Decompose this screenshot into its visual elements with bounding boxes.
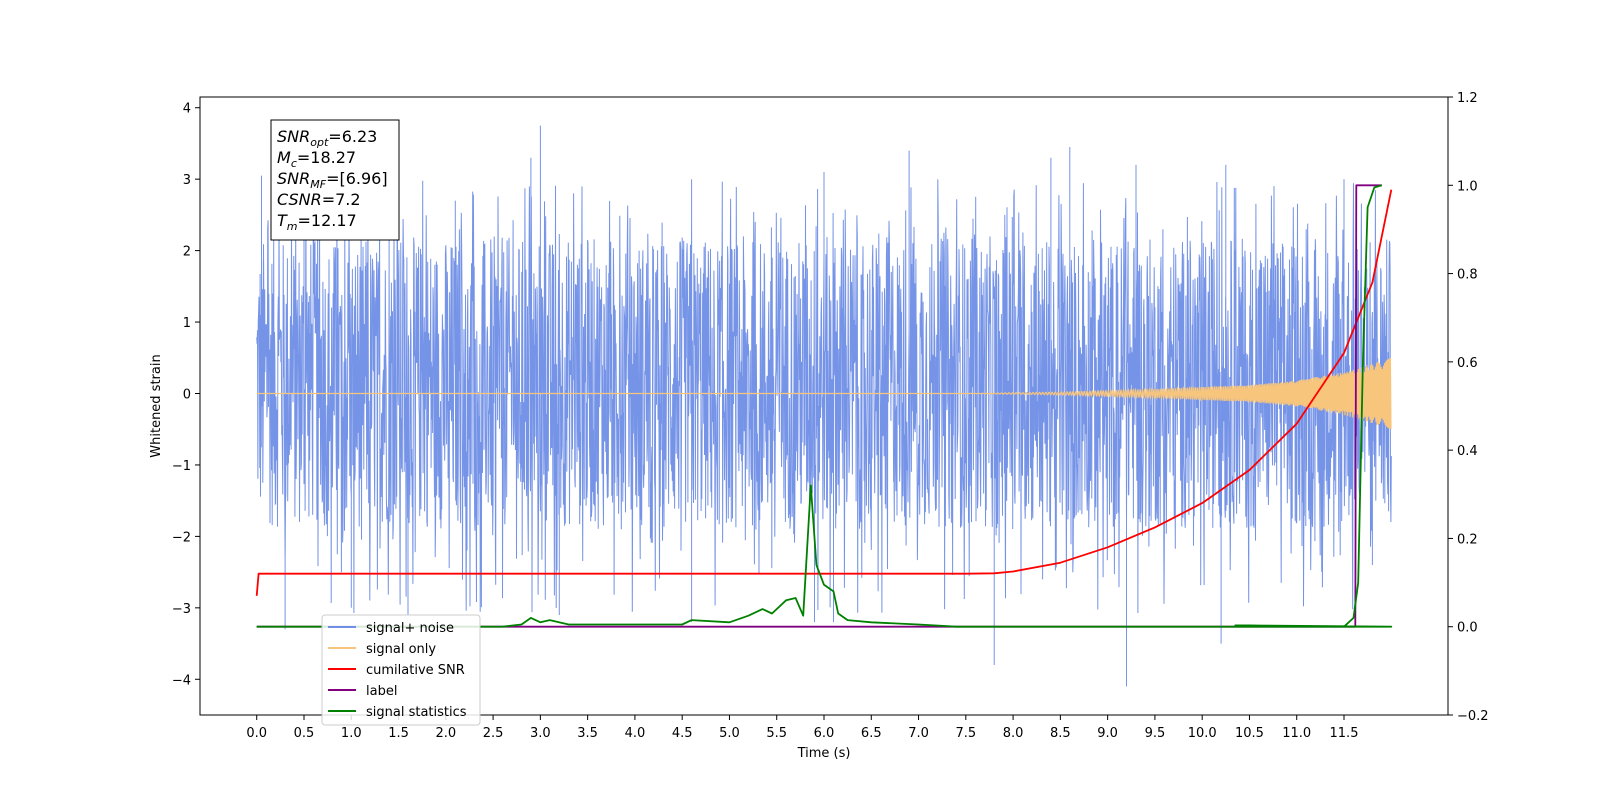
y-axis-right-ticks: 1.2 1.0 0.8 0.6 0.4 0.2 0.0 −0.2 — [1448, 91, 1489, 724]
x-tick-label: 11.0 — [1282, 726, 1311, 741]
x-tick-label: 0.5 — [294, 726, 315, 741]
y-left-tick-label: −3 — [172, 602, 191, 617]
x-tick-label: 5.0 — [719, 726, 740, 741]
x-axis-ticks: 0.0 0.5 1.0 1.5 2.0 2.5 3.0 3.5 4.0 4.5 5.0 5.5 6.0 6… — [246, 715, 1358, 741]
y-right-tick-label: 1.2 — [1457, 91, 1478, 106]
y-left-tick-label: 1 — [183, 316, 191, 331]
y-right-tick-label: 1.0 — [1457, 179, 1478, 194]
x-tick-label: 7.0 — [908, 726, 929, 741]
x-tick-label: 0.0 — [246, 726, 267, 741]
y-left-tick-label: −4 — [172, 673, 191, 688]
x-tick-label: 4.0 — [625, 726, 646, 741]
x-tick-label: 5.5 — [766, 726, 787, 741]
x-tick-label: 8.5 — [1050, 726, 1071, 741]
x-tick-label: 6.5 — [861, 726, 882, 741]
x-tick-label: 9.0 — [1097, 726, 1118, 741]
series-signal-only-line — [256, 357, 1392, 430]
x-tick-label: 1.0 — [341, 726, 362, 741]
y-left-tick-label: −1 — [172, 459, 191, 474]
x-tick-label: 2.0 — [435, 726, 456, 741]
y-right-tick-label: 0.4 — [1457, 444, 1478, 459]
x-tick-label: 7.5 — [955, 726, 976, 741]
x-tick-label: 3.0 — [530, 726, 551, 741]
series-signal-statistics-line — [256, 184, 1393, 628]
series-cumulative-snr-line — [255, 189, 1393, 596]
annotation-line: SNRMF=[6.96] — [277, 169, 388, 191]
x-axis-label: Time (s) — [797, 746, 851, 761]
y-axis-left-ticks: 4 3 2 1 0 −1 −2 −3 −4 — [172, 102, 200, 688]
annotation-line: CSNR=7.2 — [277, 190, 361, 209]
x-tick-label: 8.0 — [1003, 726, 1024, 741]
legend-label: signal+ noise — [366, 621, 454, 636]
x-tick-label: 2.5 — [483, 726, 504, 741]
series-layer — [255, 125, 1393, 687]
annotation-line: Tm=12.17 — [277, 211, 357, 233]
annotation-frame — [270, 119, 400, 241]
y-left-tick-label: 3 — [183, 173, 191, 188]
x-tick-label: 1.5 — [388, 726, 409, 741]
legend-frame — [321, 614, 481, 726]
y-axis-label: Whitened strain — [149, 354, 164, 457]
y-right-tick-label: −0.2 — [1457, 709, 1489, 724]
legend-label: cumilative SNR — [366, 663, 465, 678]
y-right-tick-label: 0.6 — [1457, 356, 1478, 371]
legend-label: signal statistics — [366, 705, 467, 720]
y-left-tick-label: −2 — [172, 530, 191, 545]
y-right-tick-label: 0.0 — [1457, 621, 1478, 636]
x-tick-label: 10.5 — [1235, 726, 1264, 741]
x-tick-label: 6.0 — [814, 726, 835, 741]
x-tick-label: 11.5 — [1330, 726, 1359, 741]
y-right-tick-label: 0.8 — [1457, 268, 1478, 283]
legend: signal+ noise signal only cumilative SNR la… — [321, 614, 481, 726]
y-left-tick-label: 4 — [183, 102, 191, 117]
series-signal-noise-line — [256, 125, 1392, 687]
y-left-tick-label: 0 — [183, 387, 191, 402]
x-tick-label: 4.5 — [672, 726, 693, 741]
annotation-line: SNRopt=6.23 — [277, 127, 377, 149]
x-tick-label: 9.5 — [1145, 726, 1166, 741]
y-left-tick-label: 2 — [183, 245, 191, 260]
x-tick-label: 3.5 — [577, 726, 598, 741]
y-right-tick-label: 0.2 — [1457, 532, 1478, 547]
annotation-line: Mc=18.27 — [277, 148, 356, 170]
legend-label: label — [366, 684, 397, 699]
x-tick-label: 10.0 — [1188, 726, 1217, 741]
legend-label: signal only — [366, 642, 436, 657]
series-label-line — [256, 184, 1382, 628]
